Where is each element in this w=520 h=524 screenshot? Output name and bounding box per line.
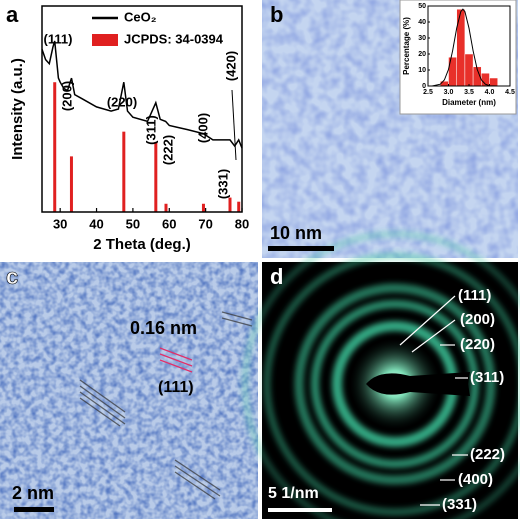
y-tick-label: 0 (422, 83, 426, 90)
ring-label: (222) (470, 446, 505, 463)
peak-arrow (231, 89, 237, 161)
x-tick-label: 80 (235, 216, 249, 231)
x-tick-label: 30 (53, 216, 67, 231)
y-axis-label: Percentage (%) (402, 17, 411, 75)
plane-label: (111) (158, 379, 194, 396)
panel-label: d (270, 264, 283, 289)
y-tick-label: 50 (418, 3, 426, 10)
y-tick-label: 10 (418, 67, 426, 74)
ring-label: (111) (458, 287, 491, 304)
reference-bar (164, 203, 168, 212)
reference-bar (69, 156, 73, 212)
x-axis-label: Diameter (nm) (442, 98, 496, 107)
plot-frame (41, 5, 243, 213)
fit-curve (431, 8, 506, 87)
spacing-label: 0.16 nm (130, 318, 197, 338)
x-tick-label: 70 (198, 216, 212, 231)
ring-label: (220) (460, 336, 495, 353)
x-tick-label: 4.0 (485, 89, 495, 96)
panel-label: c (6, 264, 18, 289)
reference-bar (228, 197, 232, 212)
x-tick-label: 2.5 (423, 89, 433, 96)
reference-bar (53, 82, 57, 212)
scale-bar-label: 5 1/nm (268, 485, 319, 502)
peak-label: (420) (223, 51, 238, 81)
legend-label: CeO₂ (124, 9, 157, 24)
y-tick-label: 40 (418, 19, 426, 26)
histogram-bar (464, 53, 474, 87)
legend-label: JCPDS: 34-0394 (124, 31, 224, 46)
peak-label: (200) (59, 81, 74, 111)
x-tick-label: 40 (89, 216, 103, 231)
y-tick-label: 30 (418, 35, 426, 42)
legend-swatch (92, 34, 118, 46)
reference-bar (237, 201, 241, 212)
reference-bar (122, 131, 126, 212)
ring-label: (400) (458, 471, 493, 488)
saed-pattern (242, 231, 520, 524)
x-tick-label: 50 (126, 216, 140, 231)
reference-bar (201, 203, 205, 212)
y-axis-label: Intensity (a.u.) (9, 58, 26, 160)
ring-label: (331) (442, 496, 477, 513)
histogram-bar (489, 77, 498, 87)
ring-label: (200) (460, 311, 495, 328)
reference-bar (154, 141, 158, 212)
histogram-bar (456, 8, 466, 87)
hrtem-image (0, 262, 258, 519)
x-tick-label: 4.5 (505, 89, 515, 96)
y-tick-label: 20 (418, 51, 426, 58)
x-axis-label: 2 Theta (deg.) (93, 236, 191, 253)
x-tick-label: 3.5 (464, 89, 474, 96)
peak-label: (220) (107, 94, 137, 109)
peak-label: (331) (215, 169, 230, 199)
scale-bars (14, 246, 334, 512)
ring-label: (311) (470, 369, 504, 386)
x-tick-label: 60 (162, 216, 176, 231)
peak-label: (222) (160, 135, 175, 165)
peak-label: (111) (44, 31, 73, 46)
xrd-line (41, 40, 243, 149)
scale-bar-label: 2 nm (12, 483, 54, 503)
panel-label: a (6, 2, 19, 27)
peak-label: (400) (195, 113, 210, 143)
x-tick-label: 3.0 (444, 89, 454, 96)
scale-bar-label: 10 nm (270, 223, 322, 243)
peak-label: (311) (143, 115, 158, 145)
panel-label: b (270, 2, 283, 27)
